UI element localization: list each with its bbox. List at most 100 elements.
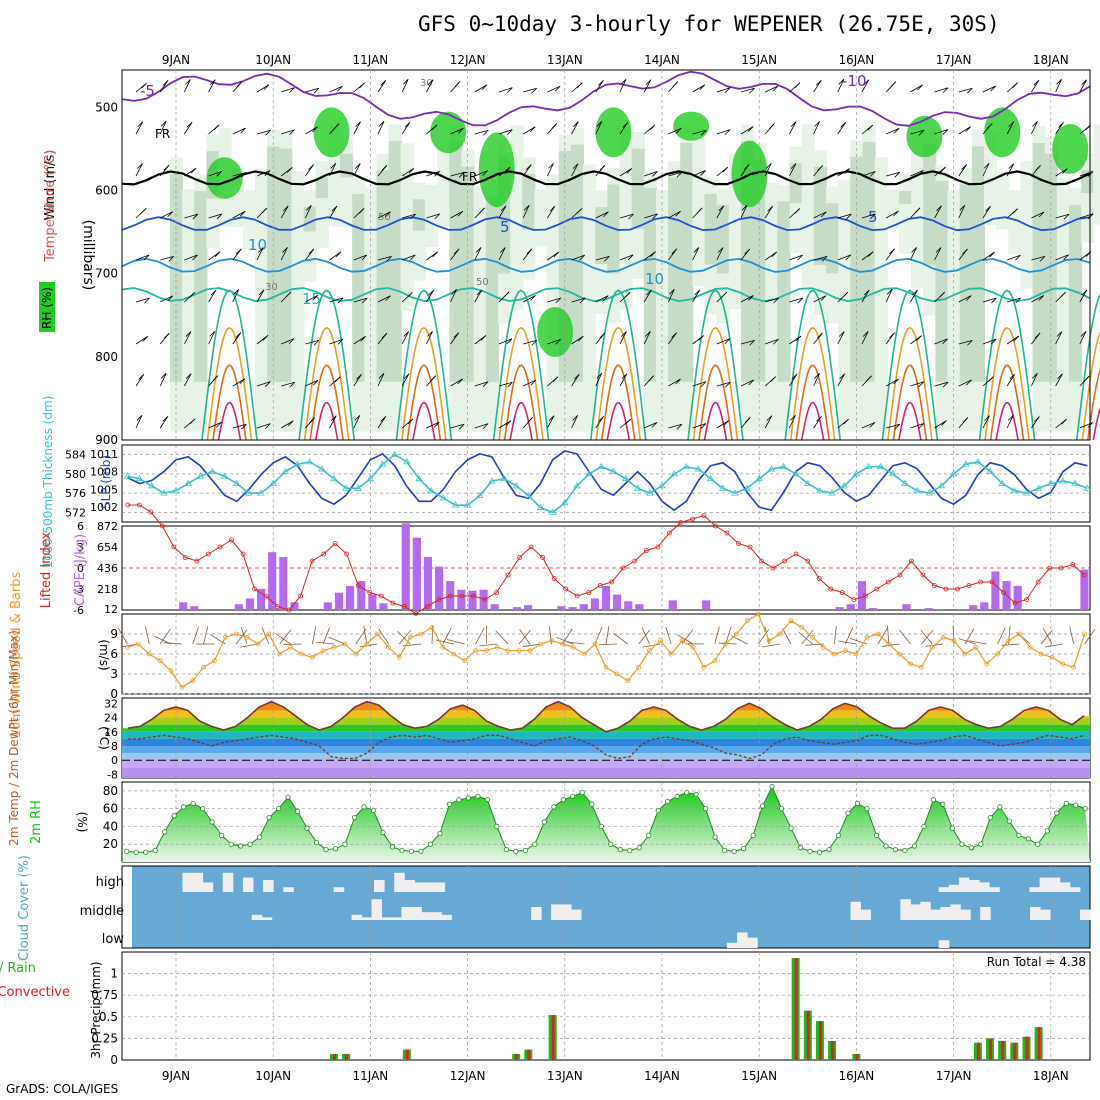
wind-barb — [724, 338, 731, 345]
rh-shading — [400, 143, 414, 311]
wind-barb — [625, 418, 632, 425]
temp-tick-label: 24 — [104, 712, 118, 725]
wind-barb — [890, 81, 896, 88]
wind-barb — [329, 415, 337, 429]
cape-bar — [290, 602, 299, 610]
wind-barb — [450, 378, 463, 387]
wind-barb — [820, 211, 827, 218]
wind-barb — [263, 84, 270, 91]
wind-barb — [668, 378, 681, 387]
wind-barb — [185, 373, 192, 379]
wind-barb — [256, 170, 271, 177]
wind-barb — [381, 164, 388, 171]
wind-barb — [232, 210, 246, 219]
thickness-point — [682, 462, 691, 470]
temp-axis-label: 2m Temp / 2m DewPt (6hr Min/Max) — [7, 630, 21, 846]
wind-barb — [523, 339, 537, 345]
rh-point — [731, 848, 737, 854]
temperature-contour — [703, 401, 728, 441]
wind-barb — [426, 289, 435, 303]
wind-barb — [289, 129, 295, 135]
lifted-index-point — [782, 558, 788, 564]
date-tick-label-bottom: 16JAN — [839, 1069, 875, 1083]
wind-barb — [940, 166, 946, 173]
wind-barb — [838, 331, 845, 337]
cloud-middle-bar — [940, 907, 951, 920]
lifted-index-point — [597, 583, 603, 588]
lifted-index-point — [643, 548, 649, 553]
rh-shading — [364, 188, 378, 432]
temp-band — [122, 731, 1090, 739]
thickness-point — [451, 501, 460, 508]
thickness-point — [172, 486, 180, 494]
wind-barb — [216, 421, 222, 428]
wind-speed-point — [940, 634, 946, 640]
wind-barb — [163, 164, 170, 171]
wind-barb — [571, 335, 584, 345]
wind-speed-point — [864, 634, 870, 640]
wind-barb — [571, 121, 579, 135]
wind-barb — [619, 331, 627, 345]
wind-barb — [322, 627, 331, 645]
wind-speed-point — [222, 634, 228, 640]
profile-y-tick-label: 700 — [95, 267, 118, 281]
wind-barb — [474, 423, 489, 429]
rh-point — [275, 806, 282, 812]
wind-barb — [837, 373, 846, 387]
wind-barb — [789, 415, 796, 429]
wind-barb — [142, 336, 149, 342]
date-tick-label-bottom: 15JAN — [741, 1069, 777, 1083]
wind-barb — [693, 247, 700, 253]
wind-barb — [1013, 335, 1020, 342]
rh-shading — [194, 191, 208, 382]
thickness-point — [208, 467, 217, 474]
wind-speed-point — [603, 664, 609, 670]
wind-barb — [1031, 373, 1038, 387]
wind-speed-point — [657, 638, 663, 644]
wind-barb — [426, 170, 440, 177]
rh-shading — [583, 164, 597, 432]
rh-tick-label: 20 — [103, 837, 118, 851]
temperature-contour — [687, 289, 744, 441]
wind-barb — [1006, 163, 1015, 177]
wind-barb — [962, 417, 969, 423]
rh-point — [750, 832, 756, 838]
rh-shading — [898, 191, 913, 204]
wind-barb — [184, 167, 197, 177]
wind-speed-point — [734, 631, 739, 637]
rh-tick-label: 40 — [103, 819, 118, 833]
temp-bands — [122, 701, 1090, 778]
rh-shading — [850, 156, 864, 382]
wind-barb — [280, 420, 294, 429]
wind-speed-point — [1006, 638, 1011, 644]
wind-barb — [504, 167, 511, 173]
rh-shading — [898, 174, 913, 254]
rh-point — [304, 825, 310, 831]
lifted-index-point — [424, 604, 430, 609]
wind-barb — [596, 121, 603, 127]
thickness-point — [342, 484, 350, 491]
thickness-point — [500, 474, 508, 482]
thickness-point — [731, 489, 739, 496]
cloud-high-bar — [414, 882, 425, 892]
temp-unit-label: (°C) — [97, 726, 111, 750]
wind-barb — [813, 255, 828, 261]
wind-speed-point — [1071, 664, 1077, 670]
rh-point — [854, 800, 861, 806]
rh-shading — [570, 144, 585, 382]
wind-barb — [790, 163, 797, 169]
wind-barb — [646, 289, 652, 296]
cape-bar — [868, 608, 878, 610]
precip-convective-bar — [527, 1049, 531, 1060]
rh-shading — [753, 160, 767, 382]
wind-barb — [547, 205, 556, 219]
wind-speed-point — [581, 651, 587, 657]
wind-barb — [258, 289, 265, 296]
wind-barb — [886, 289, 893, 295]
slp-tick-label: 1002 — [90, 501, 118, 514]
wind-barb — [233, 289, 240, 295]
wind-barb — [189, 292, 195, 298]
wind-barb — [721, 291, 728, 298]
wind-barb — [287, 420, 294, 427]
temperature-contour — [401, 326, 447, 441]
